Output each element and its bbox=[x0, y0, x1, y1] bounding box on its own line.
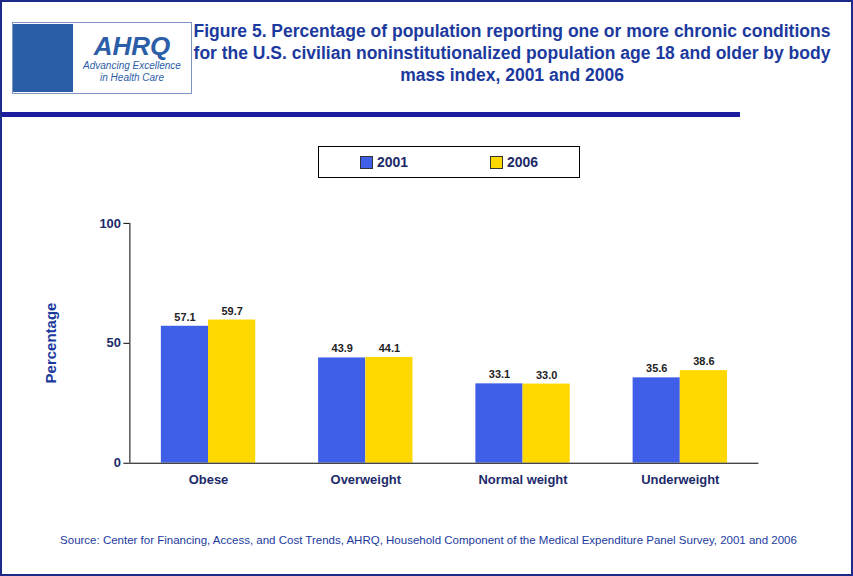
html-text:Source: Center for Financing,: Source: Center for Financing, Access, an… bbox=[60, 534, 797, 546]
svg-text:Overweight: Overweight bbox=[331, 472, 402, 487]
svg-text:57.1: 57.1 bbox=[174, 311, 195, 323]
svg-text:50: 50 bbox=[107, 335, 121, 350]
html-text:2001: 2001 bbox=[376, 154, 409, 170]
svg-text:33.0: 33.0 bbox=[536, 369, 557, 381]
html-text:Figure 5. Percentage of popula: Figure 5. Percentage of population repor… bbox=[193, 21, 831, 85]
html-text:Advancing Excellence in Health: Advancing Excellence in Health Care bbox=[83, 60, 181, 83]
svg-text:33.1: 33.1 bbox=[489, 368, 510, 380]
svg-text:Underweight: Underweight bbox=[641, 472, 720, 487]
svg-text:100: 100 bbox=[99, 216, 121, 231]
html-text:Percentage: Percentage bbox=[41, 302, 59, 384]
html-text:AHRQ: AHRQ bbox=[93, 31, 171, 61]
svg-text:59.7: 59.7 bbox=[221, 305, 242, 317]
svg-text:0: 0 bbox=[114, 455, 121, 470]
html-text:2006: 2006 bbox=[506, 154, 539, 170]
svg-text:Obese: Obese bbox=[189, 472, 229, 487]
svg-text:35.6: 35.6 bbox=[646, 362, 667, 374]
svg-text:43.9: 43.9 bbox=[332, 342, 353, 354]
svg-text:38.6: 38.6 bbox=[693, 355, 714, 367]
svg-text:Normal weight: Normal weight bbox=[479, 472, 569, 487]
svg-text:44.1: 44.1 bbox=[379, 342, 400, 354]
